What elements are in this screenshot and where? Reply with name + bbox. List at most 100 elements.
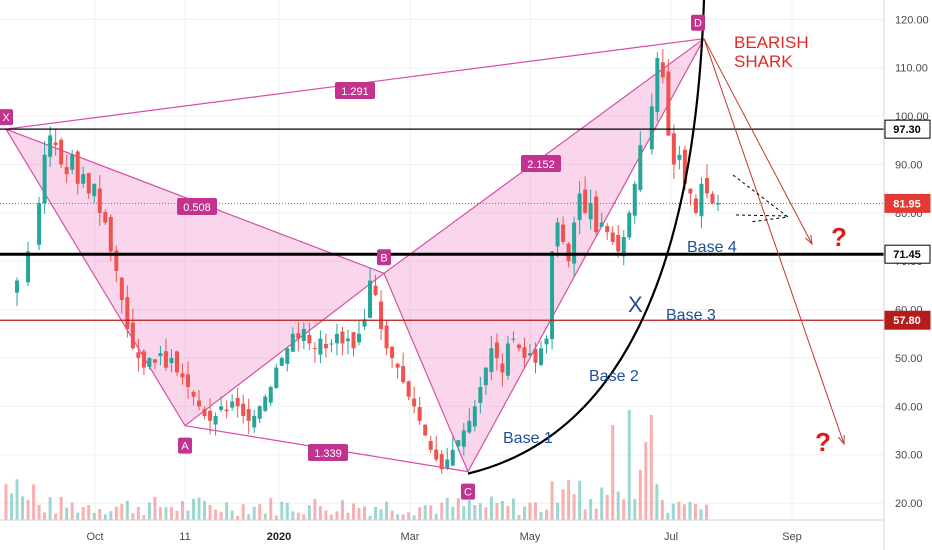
- ratio-label-box: [521, 155, 561, 172]
- volume-bar: [368, 515, 372, 520]
- volume-bar: [324, 510, 328, 520]
- volume-bar: [671, 503, 675, 520]
- candle-body: [268, 386, 273, 403]
- candle-body: [561, 224, 566, 242]
- volume-bar: [578, 480, 582, 520]
- x-tick-label: Oct: [86, 531, 103, 543]
- candle-body: [527, 353, 532, 356]
- candle-body: [318, 338, 323, 355]
- candle-body: [505, 343, 510, 376]
- candle-body: [75, 151, 80, 184]
- candle-body: [202, 408, 207, 416]
- candle-body: [395, 363, 400, 368]
- candle-body: [163, 351, 168, 368]
- candle-body: [627, 212, 632, 238]
- candle-body: [483, 367, 488, 386]
- candle-body: [638, 145, 643, 190]
- volume-bar: [495, 502, 499, 520]
- point-label: D: [694, 18, 702, 30]
- question-mark: ?: [815, 427, 831, 457]
- candle-body: [533, 348, 538, 363]
- volume-bar: [379, 509, 383, 520]
- candle-body: [48, 135, 53, 157]
- ratio-label-box: [335, 82, 375, 99]
- volume-bar: [335, 511, 339, 520]
- candle-body: [345, 338, 350, 342]
- volume-bar: [302, 514, 306, 520]
- candle-body: [241, 403, 246, 416]
- point-label-box: [178, 437, 192, 454]
- candle-body: [588, 203, 593, 220]
- point-label: C: [464, 487, 472, 499]
- candle-body: [494, 342, 499, 358]
- candle-body: [362, 319, 367, 327]
- volume-bar: [274, 515, 278, 520]
- volume-bar: [203, 501, 207, 520]
- candle-body: [599, 222, 604, 227]
- candle-body: [257, 406, 262, 419]
- volume-bar: [92, 512, 96, 520]
- volume-bar: [120, 503, 124, 520]
- volume-bar: [655, 483, 659, 520]
- candle-body: [677, 154, 682, 160]
- candle-body: [632, 183, 637, 216]
- candle-body: [323, 344, 328, 349]
- candle-body: [174, 351, 179, 373]
- candle-body: [384, 325, 389, 349]
- volume-bar: [451, 506, 455, 520]
- chart-title-line2: SHARK: [734, 52, 793, 71]
- ratio-label: 0.508: [183, 202, 211, 214]
- candle-body: [130, 322, 135, 349]
- price-tag-box: [884, 244, 931, 264]
- candle-body: [594, 196, 599, 233]
- triangle-base: [735, 214, 789, 217]
- candle-body: [158, 353, 163, 357]
- candle-body: [439, 454, 444, 470]
- volume-bar: [192, 498, 196, 520]
- volume-bar: [26, 499, 30, 520]
- candle-body: [208, 410, 213, 421]
- candle-body: [81, 174, 86, 184]
- volume-bar: [10, 493, 14, 520]
- candle-body: [368, 280, 373, 318]
- candle-body: [572, 222, 577, 264]
- price-tag-box: [884, 193, 931, 213]
- volume-bar: [147, 502, 151, 520]
- candle-body: [671, 133, 676, 165]
- y-axis[interactable]: 20.0030.0040.0050.0060.0070.0080.0090.00…: [883, 0, 929, 550]
- volume-bar: [489, 496, 493, 520]
- candle-body: [412, 398, 417, 407]
- candle-body: [605, 226, 610, 233]
- volume-bar: [153, 496, 157, 520]
- volume-bar: [175, 510, 179, 520]
- candle-body: [522, 347, 527, 358]
- candle-body: [456, 440, 461, 447]
- candle-body: [478, 386, 483, 403]
- candle-body: [186, 374, 191, 387]
- volume-bar: [611, 425, 615, 520]
- candle-body: [213, 416, 218, 425]
- volume-bar: [230, 510, 234, 520]
- candle-body: [710, 193, 715, 204]
- volume-bar: [396, 514, 400, 520]
- ratio-label-box: [177, 198, 217, 215]
- volume-bar: [142, 515, 146, 520]
- volume-bar: [280, 501, 284, 520]
- volume-bar: [704, 504, 708, 520]
- ratio-label: 1.291: [341, 86, 369, 98]
- candle-body: [616, 234, 621, 252]
- price-tag-label: 97.30: [893, 124, 921, 136]
- candle-body: [351, 332, 356, 349]
- volume-bar: [699, 509, 703, 520]
- candle-body: [53, 142, 58, 146]
- volume-bar: [164, 507, 168, 520]
- base-annotation: Base 1: [503, 430, 553, 447]
- candle-body: [246, 409, 251, 421]
- x-axis[interactable]: Oct 11 2020 Mar May Jul Sep: [0, 519, 884, 543]
- volume-bar: [186, 510, 190, 520]
- base-annotation: Base 2: [589, 368, 639, 385]
- candle-body: [489, 348, 494, 372]
- candle-body: [334, 333, 339, 344]
- volume-bar: [434, 513, 438, 520]
